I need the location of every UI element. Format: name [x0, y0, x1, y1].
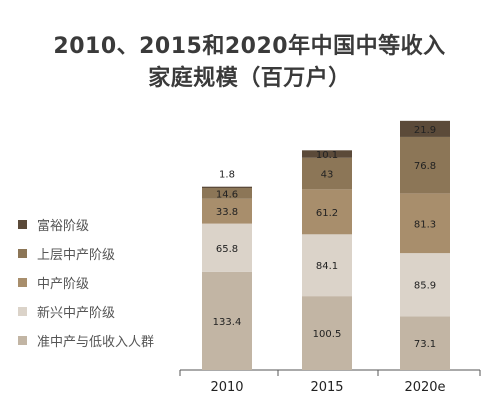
legend-label-0: 富裕阶级 [37, 219, 90, 234]
data-label-2015-1: 84.1 [316, 261, 338, 272]
data-label-2010-4: 1.8 [219, 170, 235, 181]
legend-swatch-1 [18, 249, 27, 258]
data-label-2015-3: 43 [321, 170, 334, 181]
bar-segment-2015-0 [302, 296, 352, 370]
x-tick-label-2010: 2010 [210, 380, 243, 395]
bar-segment-2020e-2 [400, 193, 450, 254]
x-tick-label-2015: 2015 [310, 380, 343, 395]
data-label-2015-0: 100.5 [313, 329, 342, 340]
data-label-2010-3: 14.6 [216, 189, 238, 200]
bar-segment-2015-1 [302, 234, 352, 297]
legend-item-3: 新兴中产阶级 [18, 297, 154, 326]
legend-swatch-4 [18, 336, 27, 345]
data-label-2020e-3: 76.8 [414, 161, 436, 172]
legend-item-4: 准中产与低收入人群 [18, 326, 154, 355]
bar-segment-2015-2 [302, 189, 352, 235]
bar-segment-2020e-4 [400, 120, 450, 137]
bar-segment-2010-2 [202, 198, 252, 224]
data-label-2010-2: 33.8 [216, 207, 238, 218]
legend-label-4: 准中产与低收入人群 [37, 335, 155, 350]
legend-label-1: 上层中产阶级 [37, 248, 116, 263]
x-tick-label-2020e: 2020e [404, 380, 445, 395]
data-label-2020e-4: 21.9 [414, 125, 436, 136]
legend-swatch-3 [18, 307, 27, 316]
legend-swatch-0 [18, 220, 27, 229]
legend-swatch-2 [18, 278, 27, 287]
bar-segment-2020e-0 [400, 316, 450, 370]
legend-label-2: 中产阶级 [37, 277, 90, 292]
legend-item-0: 富裕阶级 [18, 210, 154, 239]
data-label-2010-0: 133.4 [213, 317, 242, 328]
data-label-2015-4: 10.1 [316, 150, 338, 161]
data-label-2020e-0: 73.1 [414, 339, 436, 350]
bar-segment-2010-4 [202, 186, 252, 189]
chart-legend: 富裕阶级上层中产阶级 中产阶级新兴中产阶级准中产与低收入人群 [18, 210, 154, 355]
data-label-2010-1: 65.8 [216, 244, 238, 255]
bar-segment-2010-1 [202, 223, 252, 272]
legend-label-3: 新兴中产阶级 [37, 306, 116, 321]
data-label-2020e-2: 81.3 [414, 219, 436, 230]
chart-title-line2: 家庭规模（百万户） [148, 66, 351, 91]
bar-segment-2015-4 [302, 150, 352, 158]
data-label-2015-2: 61.2 [316, 208, 338, 219]
data-label-2020e-1: 85.9 [414, 281, 436, 292]
bar-segment-2020e-1 [400, 253, 450, 317]
legend-item-2: 中产阶级 [18, 268, 154, 297]
bar-segment-2015-3 [302, 157, 352, 190]
bar-segment-2010-3 [202, 188, 252, 199]
bar-segment-2010-0 [202, 271, 252, 370]
legend-item-1: 上层中产阶级 [18, 239, 154, 268]
chart-title-line1: 2010、2015和2020年中国中等收入 [53, 34, 446, 59]
bar-segment-2020e-3 [400, 136, 450, 194]
